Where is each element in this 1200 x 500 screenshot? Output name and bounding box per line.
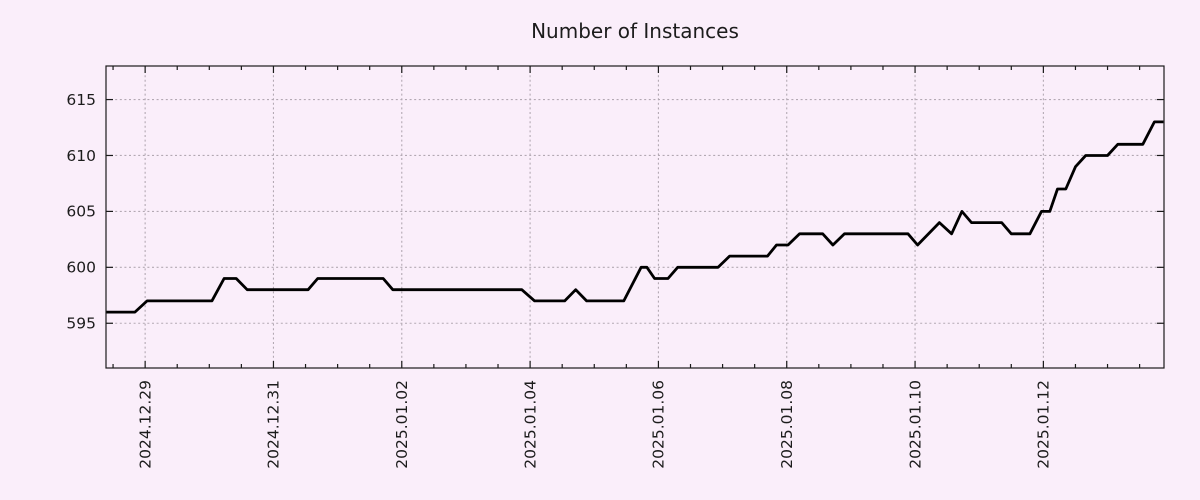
- x-tick-label: 2025.01.12: [1035, 380, 1053, 469]
- y-tick-label: 595: [66, 315, 96, 333]
- series-line: [106, 120, 1164, 314]
- x-tick-label: 2025.01.06: [650, 380, 668, 469]
- y-tick-label: 600: [66, 259, 96, 277]
- x-tick-labels: 2024.12.29 2024.12.31 2025.01.02 2025.01.04…: [136, 380, 1052, 469]
- x-tick-label: 2025.01.04: [521, 380, 539, 469]
- y-tick-label: 605: [66, 203, 96, 221]
- gridlines: [106, 66, 1164, 368]
- x-tick-label: 2025.01.08: [778, 380, 796, 469]
- y-tick-labels: 595 600 605 610 615: [66, 91, 96, 333]
- x-tick-label: 2024.12.29: [136, 380, 154, 469]
- axis-ticks: [106, 66, 1164, 368]
- x-tick-label: 2025.01.02: [393, 380, 411, 469]
- chart-title: Number of Instances: [531, 19, 739, 43]
- x-tick-label: 2025.01.10: [906, 380, 924, 469]
- x-tick-label: 2024.12.31: [265, 380, 283, 469]
- plot-border: [105, 65, 1165, 369]
- y-tick-label: 610: [66, 147, 96, 165]
- series-polyline-instances: [106, 120, 1164, 314]
- y-tick-label: 615: [66, 91, 96, 109]
